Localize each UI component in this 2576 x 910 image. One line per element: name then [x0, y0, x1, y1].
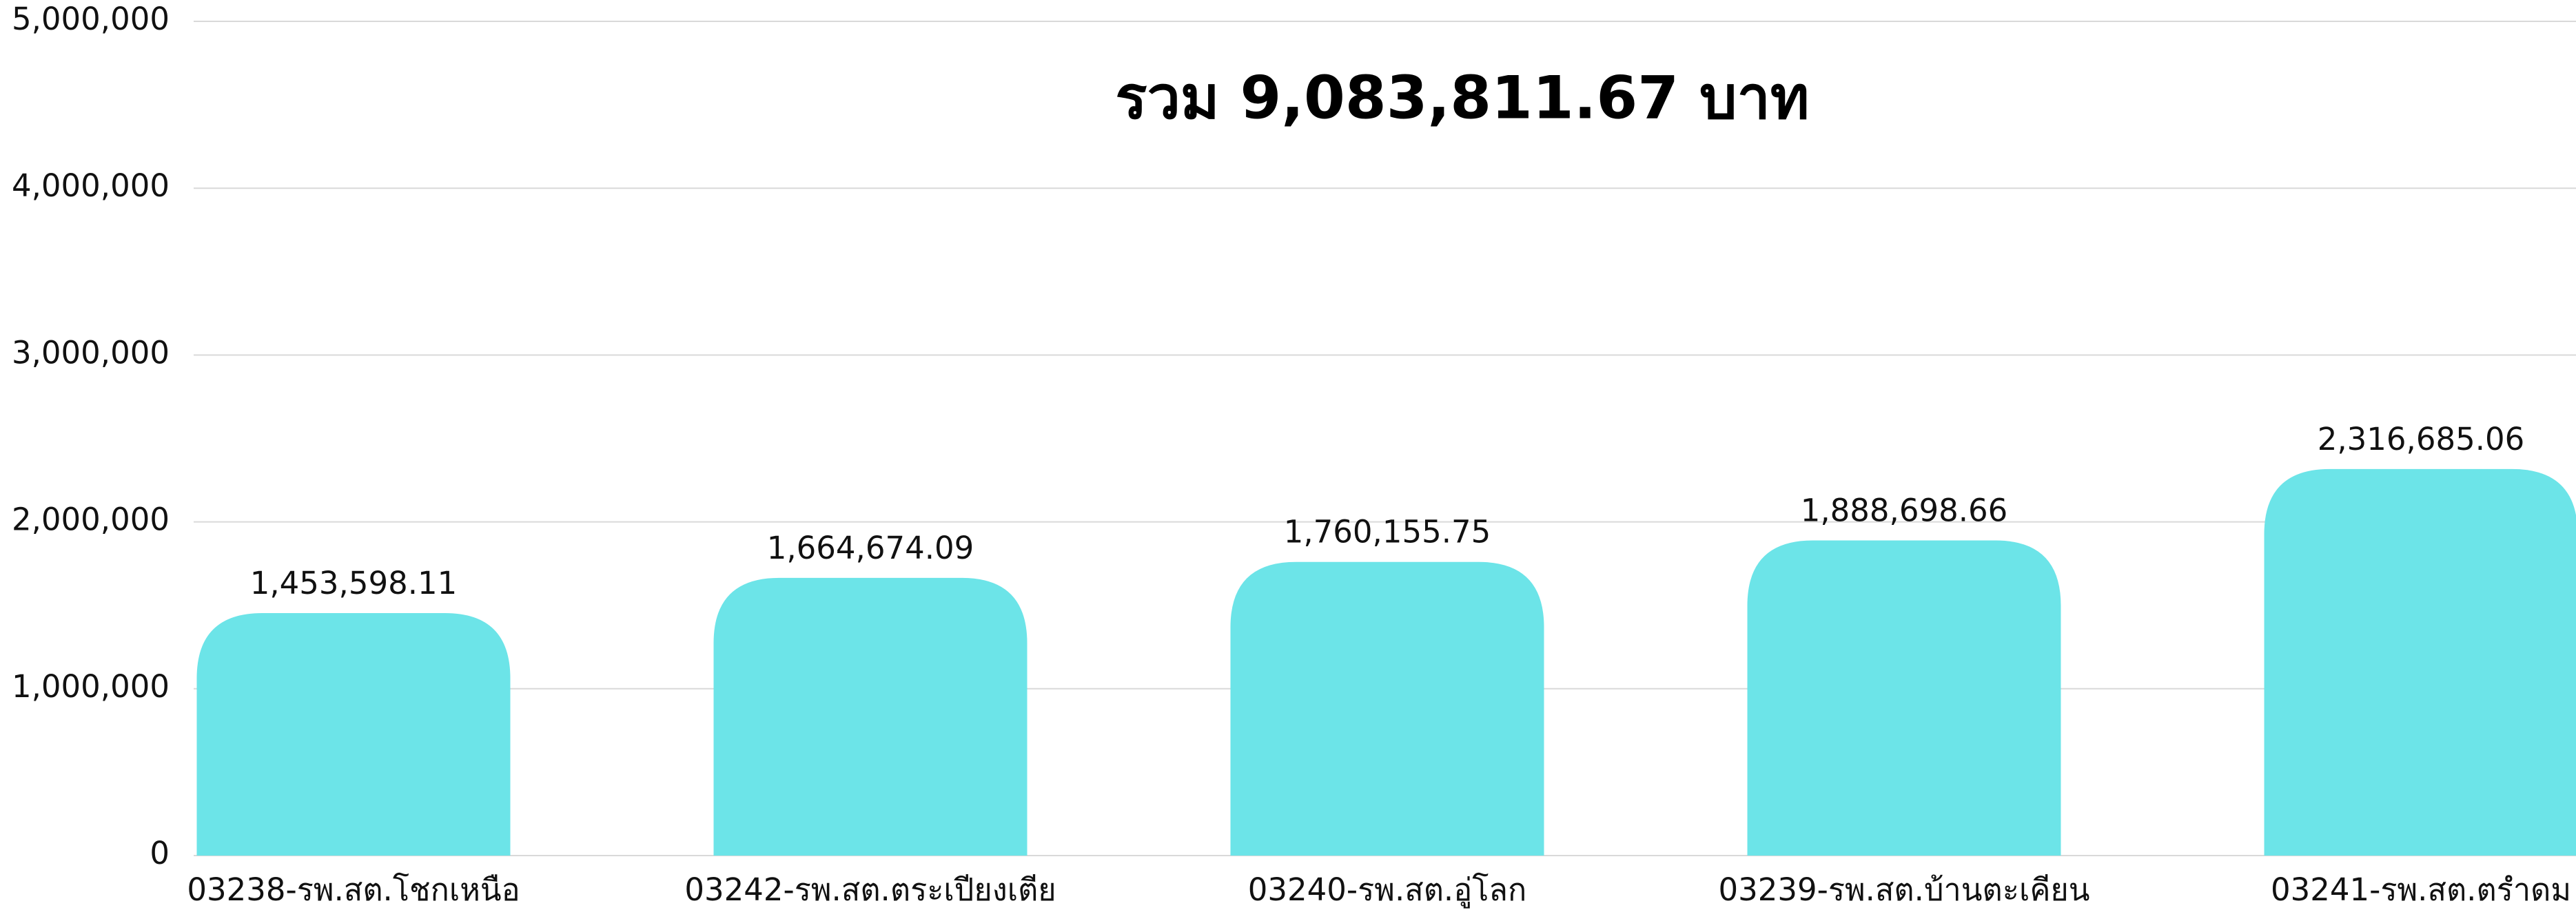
x-tick-label: 03242-รพ.สต.ตระเปียงเตีย	[684, 871, 1056, 908]
x-tick-label: 03240-รพ.สต.อู่โลก	[1248, 871, 1527, 909]
value-label: 1,760,155.75	[1284, 514, 1491, 550]
value-label: 1,664,674.09	[767, 530, 974, 566]
bar	[1747, 540, 2061, 856]
bar	[1230, 561, 1544, 856]
y-tick-label: 1,000,000	[12, 668, 170, 705]
x-tick-label: 03238-รพ.สต.โชกเหนือ	[187, 871, 520, 908]
y-tick-label: 2,000,000	[12, 501, 170, 538]
bar	[2264, 468, 2576, 856]
y-tick-label: 3,000,000	[12, 334, 170, 371]
chart-title: รวม 9,083,811.67 บาท	[1115, 63, 1809, 132]
y-tick-label: 0	[150, 835, 170, 871]
bar	[713, 577, 1028, 856]
x-tick-label: 03239-รพ.สต.บ้านตะเคียน	[1718, 871, 2089, 908]
value-label: 1,453,598.11	[250, 565, 458, 601]
y-tick-label: 4,000,000	[12, 167, 170, 204]
value-label: 1,888,698.66	[1801, 493, 2008, 529]
value-label: 2,316,685.06	[2318, 421, 2525, 457]
x-tick-label: 03241-รพ.สต.ตรำดม	[2271, 871, 2571, 908]
bar	[196, 612, 511, 856]
y-tick-label: 5,000,000	[12, 1, 170, 37]
